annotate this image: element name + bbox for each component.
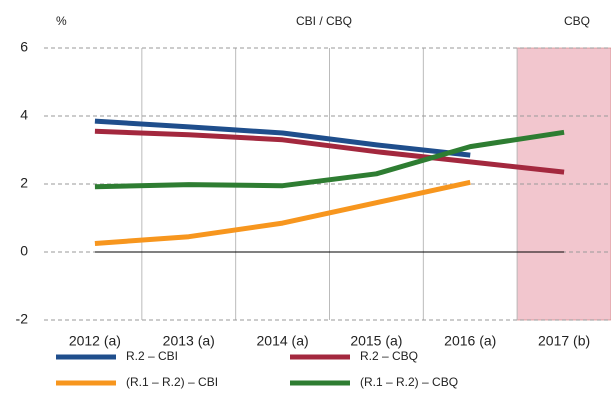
x-tick-label: 2014 (a) (257, 333, 309, 349)
y-tick-label: 0 (20, 243, 28, 259)
series-line (94, 179, 471, 246)
series-line (94, 128, 565, 175)
annotation: CBI / CBQ (296, 14, 352, 28)
y-tick-label: 4 (20, 107, 28, 123)
x-tick-label: 2017 (b) (538, 333, 590, 349)
y-tick-label: -2 (16, 311, 29, 327)
legend-label: R.2 – CBQ (360, 349, 418, 363)
y-tick-label: 6 (20, 39, 28, 55)
legend-label: R.2 – CBI (126, 349, 178, 363)
legend-label: (R.1 – R.2) – CBI (126, 375, 218, 389)
x-tick-label: 2013 (a) (163, 333, 215, 349)
y-tick-label: 2 (20, 175, 28, 191)
series-line (94, 129, 565, 190)
x-tick-label: 2015 (a) (350, 333, 402, 349)
annotation: CBQ (564, 14, 590, 28)
y-axis-label: % (56, 14, 67, 28)
x-tick-label: 2012 (a) (69, 333, 121, 349)
series-line (94, 118, 471, 158)
legend-label: (R.1 – R.2) – CBQ (360, 375, 458, 389)
x-tick-label: 2016 (a) (444, 333, 496, 349)
